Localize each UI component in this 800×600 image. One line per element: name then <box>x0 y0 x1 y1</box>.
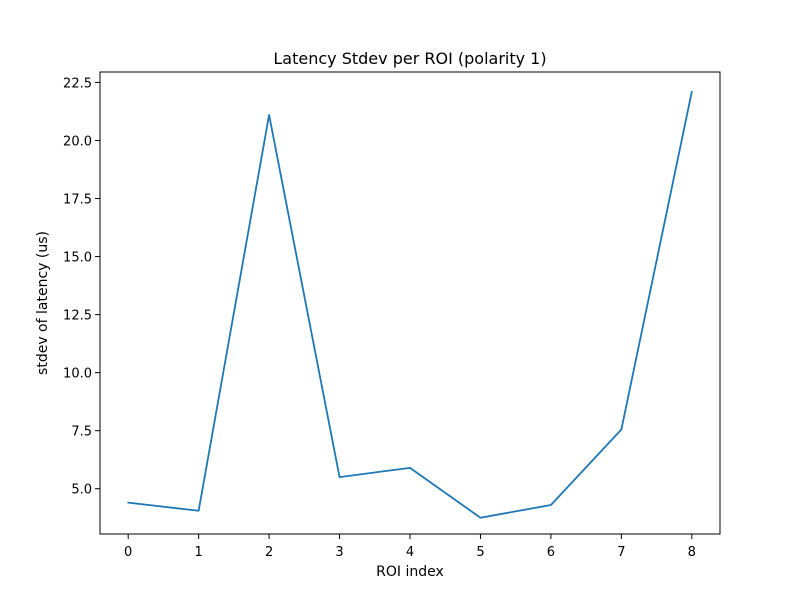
x-tick-label: 7 <box>617 545 625 560</box>
x-tick-label: 8 <box>688 545 696 560</box>
y-tick-label: 20.0 <box>63 134 92 149</box>
chart-title: Latency Stdev per ROI (polarity 1) <box>273 49 546 68</box>
x-tick-label: 4 <box>406 545 414 560</box>
y-tick-label: 5.0 <box>71 483 92 498</box>
x-tick-label: 2 <box>265 545 273 560</box>
plot-area <box>127 90 693 519</box>
x-axis-label: ROI index <box>376 564 444 580</box>
y-axis-label: stdev of latency (us) <box>35 231 51 375</box>
x-axis: 0 1 2 3 4 5 6 7 8 <box>124 534 696 560</box>
x-tick-label: 3 <box>335 545 343 560</box>
y-tick-label: 10.0 <box>63 367 92 382</box>
y-tick-label: 12.5 <box>63 309 92 324</box>
y-tick-label: 22.5 <box>63 76 92 91</box>
x-tick-label: 5 <box>476 545 484 560</box>
y-tick-label: 7.5 <box>71 425 92 440</box>
axes-frame <box>99 71 721 535</box>
y-tick-label: 17.5 <box>63 193 92 208</box>
x-tick-label: 1 <box>194 545 202 560</box>
y-axis: 5.0 7.5 10.0 12.5 15.0 17.5 20.0 22.5 <box>63 76 100 498</box>
x-tick-label: 6 <box>547 545 555 560</box>
x-tick-label: 0 <box>124 545 132 560</box>
series-line <box>127 90 693 519</box>
y-tick-label: 15.0 <box>63 251 92 266</box>
